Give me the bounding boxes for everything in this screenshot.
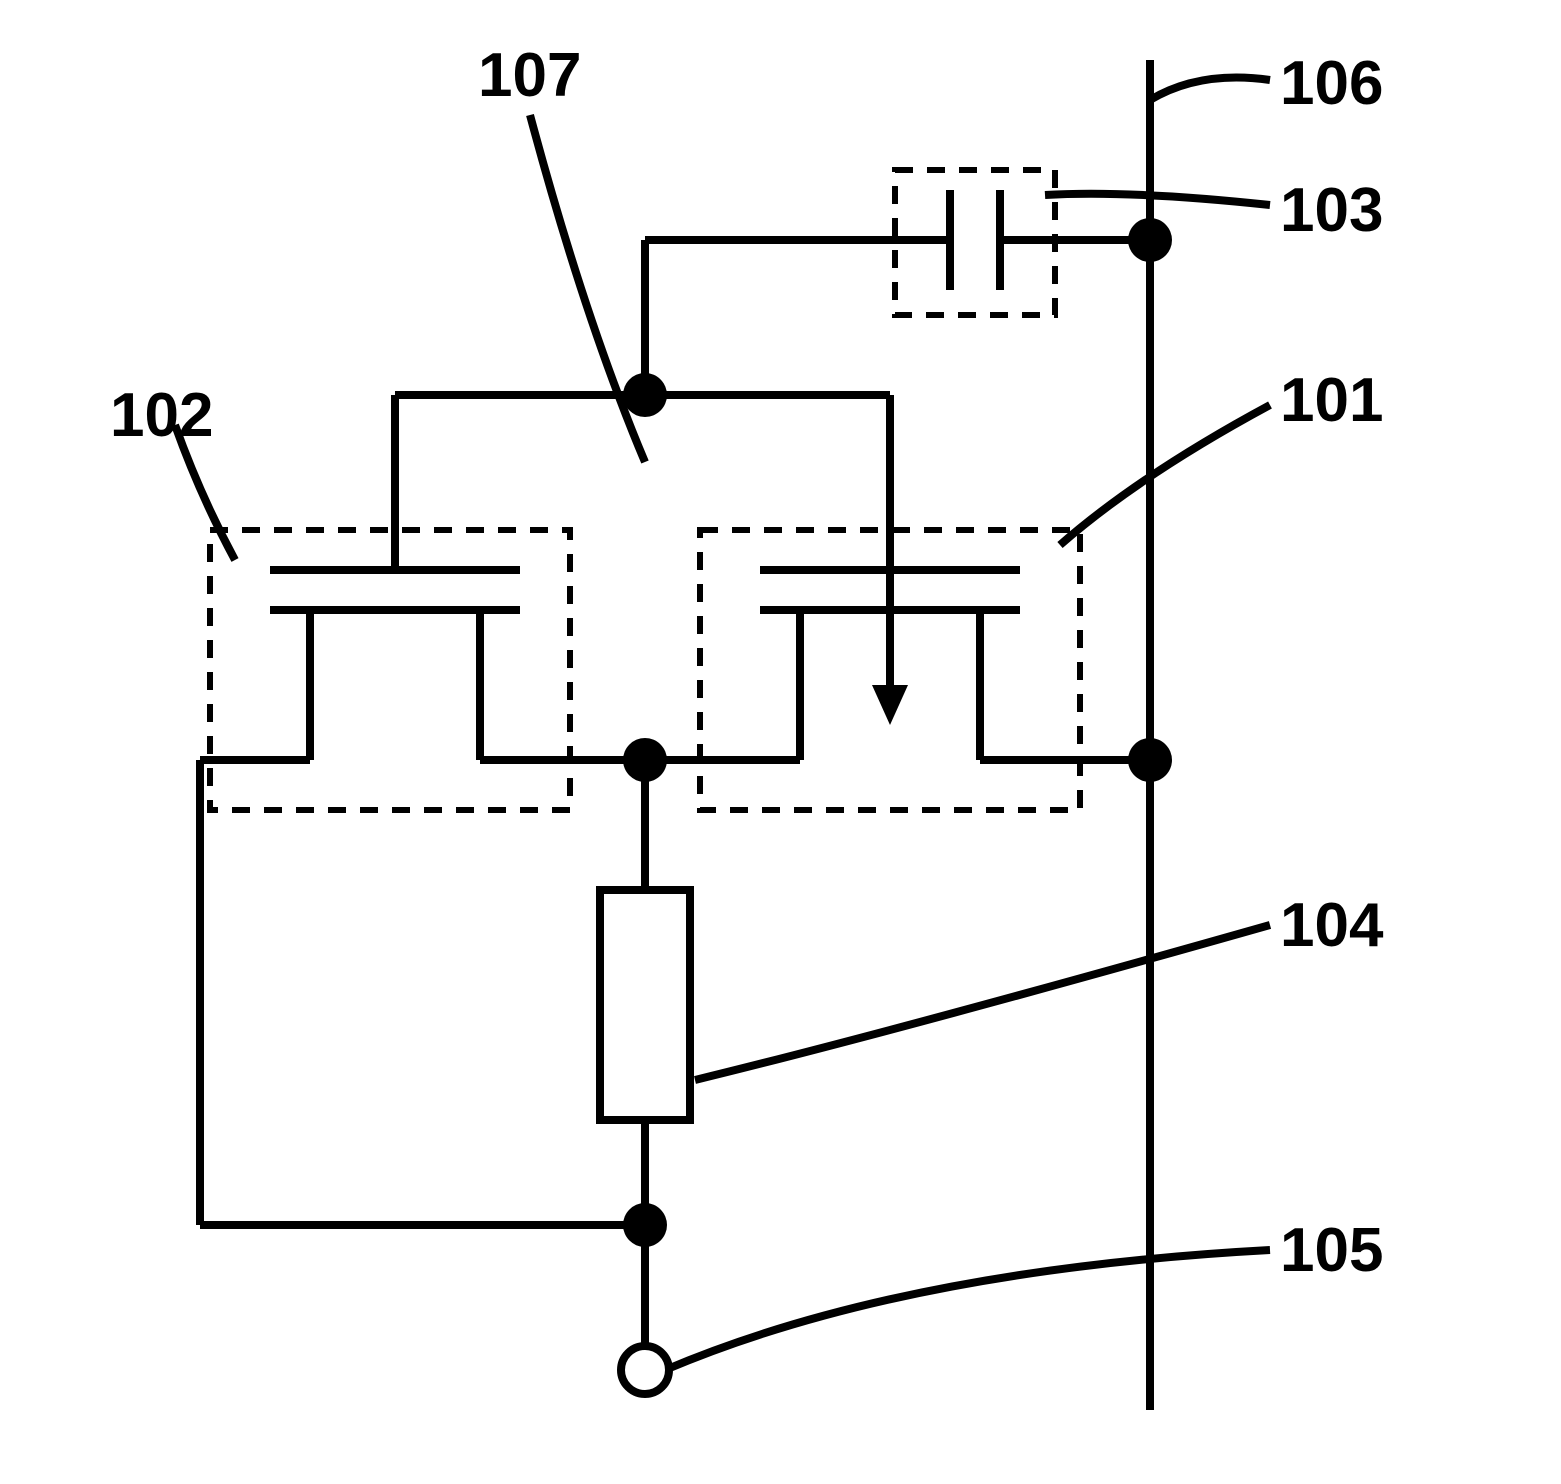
- label-104: 104: [1280, 890, 1383, 961]
- label-101: 101: [1280, 365, 1383, 436]
- label-102: 102: [110, 380, 213, 451]
- label-105: 105: [1280, 1215, 1383, 1286]
- label-107: 107: [478, 40, 581, 111]
- label-103: 103: [1280, 175, 1383, 246]
- circuit-diagram: 107 106 103 102 101 104 105: [0, 0, 1561, 1484]
- label-106: 106: [1280, 48, 1383, 119]
